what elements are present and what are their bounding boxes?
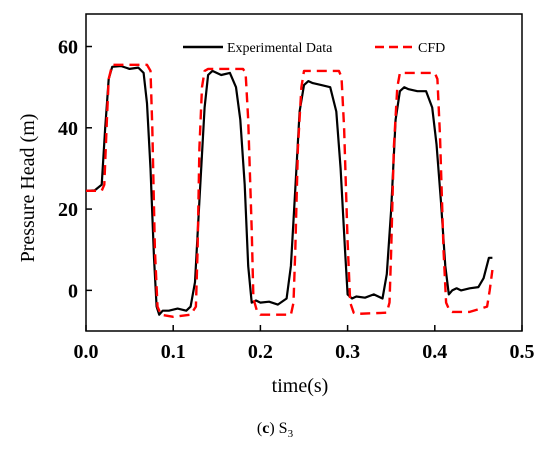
x-tick-label: 0.1 — [161, 341, 186, 363]
caption-subscript: 3 — [287, 428, 294, 441]
plot-area-border — [85, 13, 523, 332]
caption-text: S — [274, 420, 288, 437]
y-axis-ticks: 0 20 40 60 — [58, 37, 92, 302]
legend: Experimental Data CFD — [183, 41, 445, 56]
y-tick-label: 40 — [58, 118, 78, 140]
x-axis-ticks: 0.0 0.1 0.2 0.3 0.4 0.5 — [74, 325, 535, 363]
series-line-experimental-data — [85, 64, 493, 316]
legend-label-cfd: CFD — [418, 41, 445, 56]
x-axis-title: time(s) — [272, 375, 329, 397]
y-tick-label: 0 — [68, 280, 78, 302]
x-tick-label: 0.3 — [335, 341, 360, 363]
plot-frame — [85, 13, 523, 332]
legend-label-experimental: Experimental Data — [227, 41, 333, 56]
x-tick-label: 0.5 — [510, 341, 535, 363]
y-tick-label: 20 — [58, 199, 78, 221]
x-tick-label: 0.4 — [422, 341, 447, 363]
x-tick-label: 0.2 — [248, 341, 273, 363]
y-axis-title: Pressure Head (m) — [17, 114, 39, 263]
x-tick-label: 0.0 — [74, 341, 99, 363]
series-line-cfd — [86, 63, 494, 318]
caption-label: c — [262, 420, 270, 437]
figure-caption: (c) S3 — [256, 420, 294, 441]
series-layer — [85, 63, 494, 318]
y-tick-label: 60 — [58, 37, 78, 59]
